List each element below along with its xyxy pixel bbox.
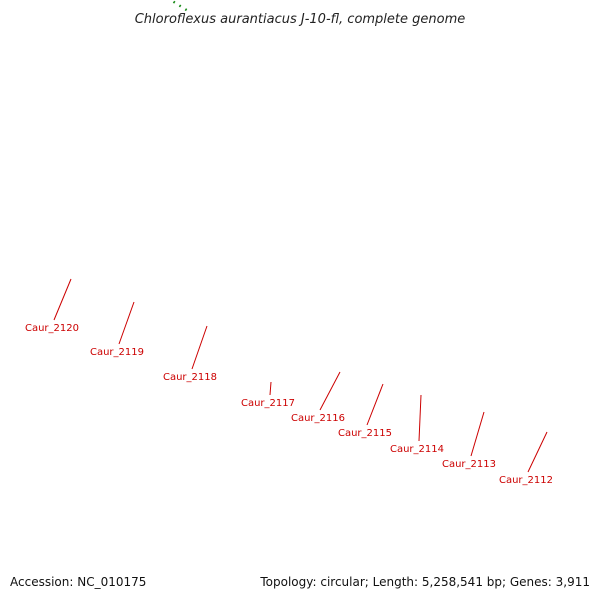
leader-line [269,381,272,396]
leader-line [470,411,485,457]
leader-line [53,278,72,321]
genome-summary-text: Topology: circular; Length: 5,258,541 bp… [259,575,590,589]
leader-line [527,431,548,473]
locus-leader-lines [53,278,548,473]
locus-label: Caur_2115 [338,428,392,439]
outer-dotted-arc [168,0,191,14]
locus-label: Caur_2113 [442,459,496,470]
kbp-scale-ring [168,0,191,14]
map-title: Chloroflexus aurantiacus J-10-fl, comple… [135,12,466,27]
leader-line [418,394,422,442]
locus-label: Caur_2119 [90,347,144,358]
locus-label: Caur_2117 [241,398,295,409]
locus-label: Caur_2112 [499,475,553,486]
locus-label: Caur_2118 [163,372,217,383]
leader-line [366,383,384,426]
accession-text: Accession: NC_010175 [10,575,146,589]
locus-label: Caur_2120 [25,323,79,334]
leader-line [191,325,208,370]
locus-label: Caur_2114 [390,444,444,455]
leader-line [118,301,135,345]
locus-labels: Caur_2120 Caur_2119 Caur_2118 Caur_2117 Caur… [25,323,553,486]
leader-line [319,371,341,411]
locus-label: Caur_2116 [291,413,345,424]
